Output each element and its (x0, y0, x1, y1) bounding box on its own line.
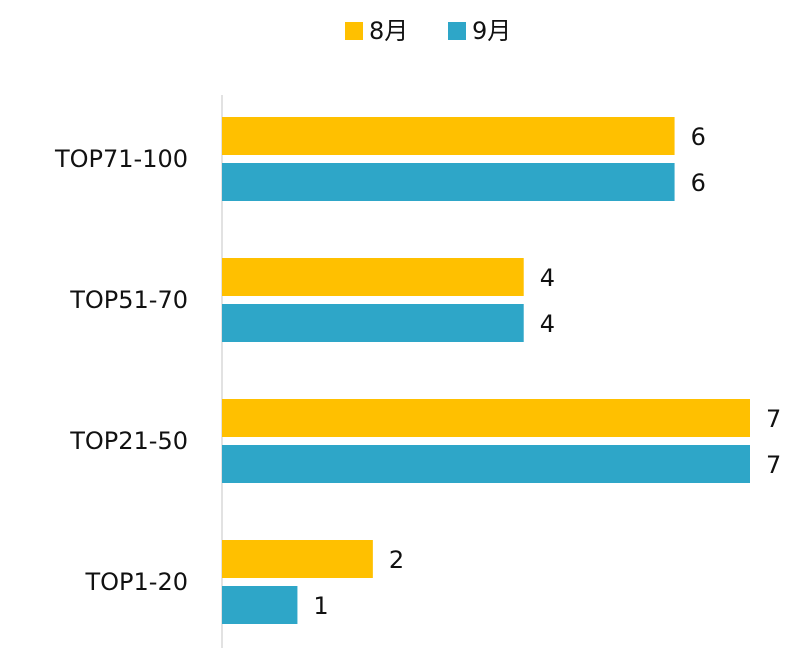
bar (222, 304, 524, 342)
data-label: 7 (766, 405, 781, 433)
data-label: 1 (313, 592, 328, 620)
data-label: 4 (540, 310, 555, 338)
bar (222, 117, 675, 155)
legend-swatch (345, 22, 363, 40)
data-label: 4 (540, 264, 555, 292)
bar (222, 258, 524, 296)
data-label: 6 (691, 169, 706, 197)
data-label: 6 (691, 123, 706, 151)
y-tick-label: TOP1-20 (85, 568, 189, 596)
bar (222, 445, 750, 483)
bar (222, 163, 675, 201)
legend-swatch (448, 22, 466, 40)
legend-label: 8月 (369, 17, 408, 45)
bar (222, 399, 750, 437)
bar (222, 586, 298, 624)
data-label: 2 (389, 546, 404, 574)
bar (222, 540, 373, 578)
legend-label: 9月 (472, 17, 511, 45)
y-tick-label: TOP71-100 (54, 145, 188, 173)
data-label: 7 (766, 451, 781, 479)
y-tick-label: TOP51-70 (69, 286, 188, 314)
y-tick-label: TOP21-50 (69, 427, 188, 455)
